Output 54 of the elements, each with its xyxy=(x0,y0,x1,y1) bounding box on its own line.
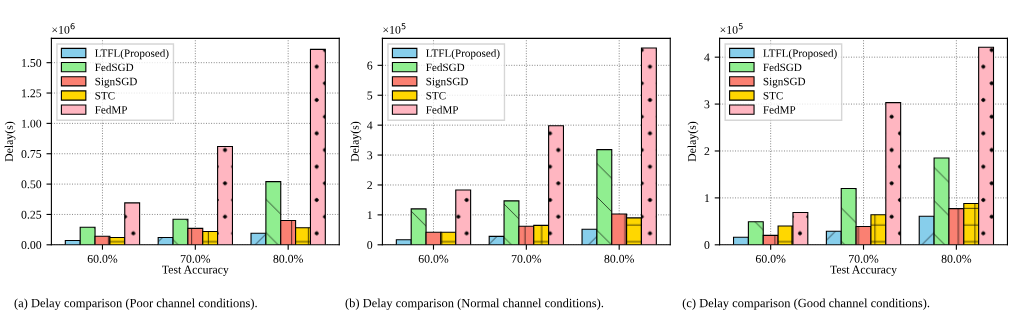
legend-label: FedMP xyxy=(95,105,128,114)
x-tick-label: 60.0% xyxy=(755,254,786,263)
y-tick-label: 0.75 xyxy=(21,149,42,159)
x-tick-label: 70.0% xyxy=(180,254,211,263)
legend-label: FedMP xyxy=(763,105,796,114)
text: (b) Delay comparison (Normal channel conditions). xyxy=(345,298,604,310)
legend-label: STC xyxy=(95,91,115,100)
legend-label: SignSGD xyxy=(95,77,137,88)
y-tick-label: 1.00 xyxy=(22,119,42,128)
y-axis-title: Delay(s) xyxy=(687,121,699,162)
legend-label: STC xyxy=(763,91,783,100)
legend-label: FedMP xyxy=(426,105,459,114)
y-tick-label: 4 xyxy=(367,121,373,130)
y-tick-label: 2 xyxy=(704,147,710,156)
y-tick-label: 0.50 xyxy=(21,180,42,189)
legend-label: LTFL(Proposed) xyxy=(426,49,500,60)
legend-label: FedSGD xyxy=(763,63,802,72)
y-tick-label: 1 xyxy=(705,194,710,202)
y-tick-label: 1.50 xyxy=(22,58,42,67)
y-axis-title: Delay(s) xyxy=(4,121,16,162)
y-tick-label: 0 xyxy=(367,241,373,250)
y-tick-label: 6 xyxy=(367,61,373,70)
y-tick-label: 3 xyxy=(704,100,710,109)
y-tick-label: 0 xyxy=(704,241,710,250)
x-tick-label: 80.0% xyxy=(273,254,304,263)
legend-label: SignSGD xyxy=(763,77,806,88)
y-tick-label: 4 xyxy=(704,53,710,62)
y-tick-label: 5 xyxy=(367,91,373,100)
text: (c) Delay comparison (Good channel conditions). xyxy=(682,298,930,310)
legend-label: FedSGD xyxy=(426,63,465,72)
text: ×10$^{5}$ xyxy=(383,23,406,34)
x-tick-label: 60.0% xyxy=(87,254,118,263)
x-axis-title: Test Accuracy xyxy=(162,265,229,276)
y-tick-label: 2 xyxy=(367,181,373,190)
legend-label: SignSGD xyxy=(426,77,468,88)
y-tick-label: 3 xyxy=(367,151,373,160)
x-tick-label: 60.0% xyxy=(418,254,449,263)
x-axis-title: Test Accuracy xyxy=(830,265,897,276)
legend-label: STC xyxy=(426,91,446,100)
x-tick-label: 80.0% xyxy=(604,254,635,263)
y-axis-title: Delay(s) xyxy=(350,121,362,162)
y-tick-label: 1 xyxy=(367,211,372,219)
legend-label: LTFL(Proposed) xyxy=(95,49,169,60)
legend-label: FedSGD xyxy=(95,63,134,72)
legend-label: LTFL(Proposed) xyxy=(763,49,837,60)
text: (a) Delay comparison (Poor channel conditions). xyxy=(14,298,257,310)
text: ×10$^{5}$ xyxy=(720,23,743,34)
y-tick-label: 0.00 xyxy=(21,241,42,250)
text: ×10$^{6}$ xyxy=(52,23,75,34)
x-tick-label: 70.0% xyxy=(849,254,879,263)
x-tick-label: 70.0% xyxy=(511,254,542,263)
y-tick-label: 1.25 xyxy=(22,89,42,98)
x-tick-label: 80.0% xyxy=(941,254,972,263)
y-tick-label: 0.25 xyxy=(21,210,42,219)
